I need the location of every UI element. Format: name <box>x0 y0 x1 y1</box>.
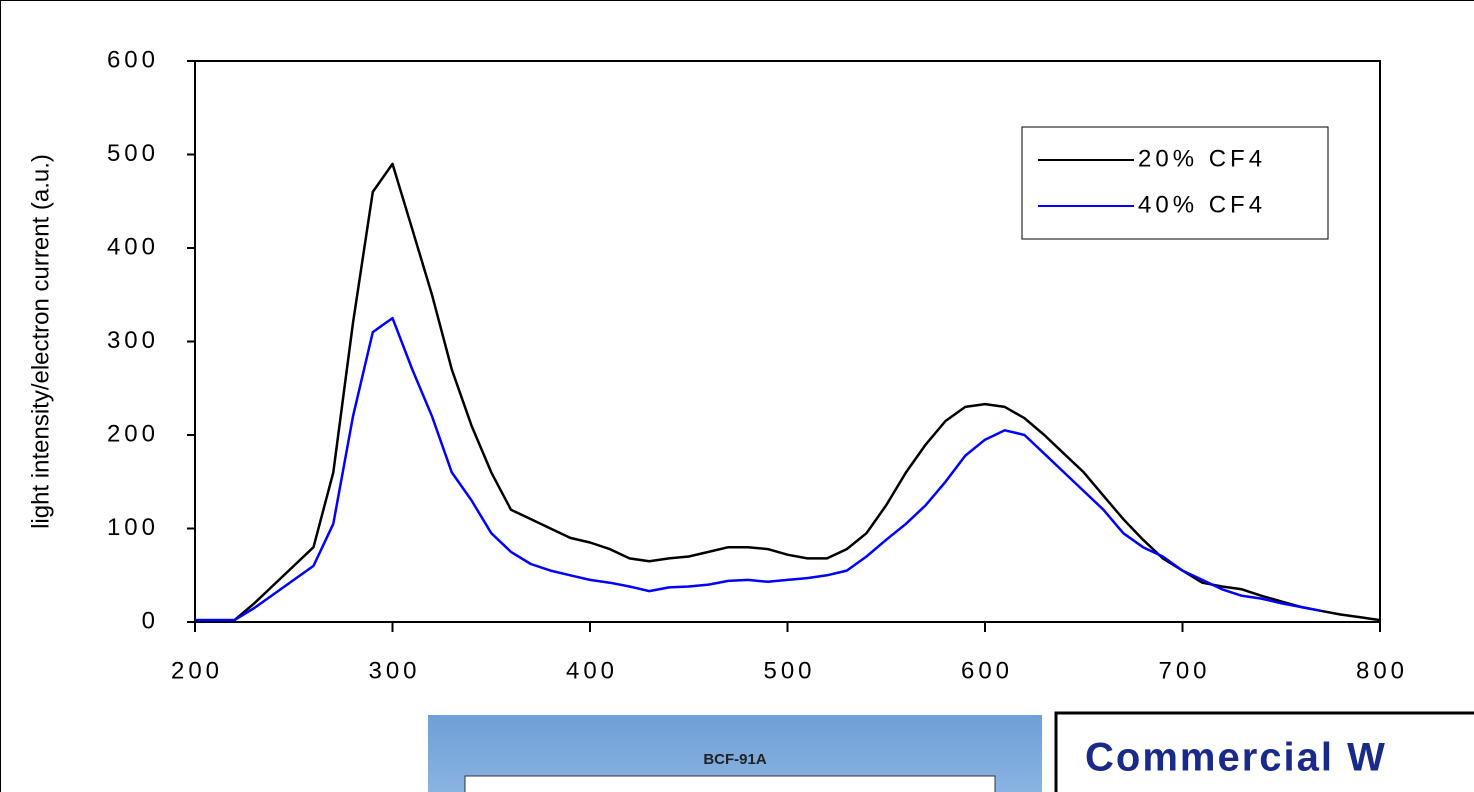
x-tick-label: 200 <box>171 657 223 684</box>
y-axis-label: light intensity/electron current (a.u.) <box>27 154 54 529</box>
legend-label: 40% CF4 <box>1138 191 1266 218</box>
plot: 0 100 200 300 400 500 600 200 300 400 500 600 700 800… <box>27 46 1408 684</box>
x-tick-label: 500 <box>763 657 815 684</box>
legend-label: 20% CF4 <box>1138 145 1266 172</box>
x-tick-label: 300 <box>368 657 420 684</box>
inset-title: BCF-91A <box>703 751 767 768</box>
y-tick-label: 300 <box>107 327 159 354</box>
y-tick-label: 500 <box>107 140 159 167</box>
box-text: Commercial W <box>1085 736 1387 780</box>
y-tick-label: 0 <box>142 607 159 634</box>
legend <box>1021 126 1329 240</box>
y-tick-label: 200 <box>107 420 159 447</box>
y-tick-label: 600 <box>107 46 159 73</box>
x-tick-label: 600 <box>961 657 1013 684</box>
text-box <box>1054 711 1474 792</box>
inset-table <box>464 775 996 792</box>
y-tick-label: 400 <box>107 233 159 260</box>
x-tick-label: 800 <box>1356 657 1408 684</box>
x-tick-label: 400 <box>566 657 618 684</box>
x-tick-label: 700 <box>1158 657 1210 684</box>
data-line <box>195 316 1322 622</box>
y-tick-label: 100 <box>107 514 159 541</box>
